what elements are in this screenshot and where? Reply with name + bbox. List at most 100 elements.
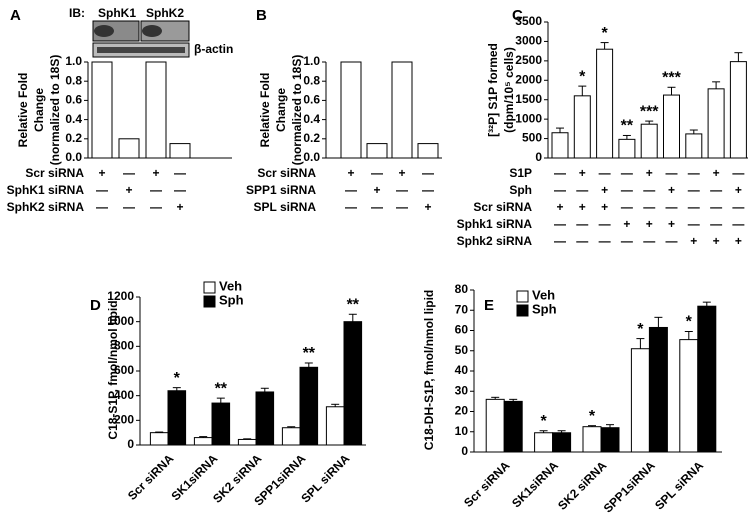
condition-sign: — <box>666 166 678 180</box>
y-tick-label: 0.8 <box>303 73 320 87</box>
x-tick-label: SPL siRNA <box>298 451 352 505</box>
condition-label: SphK1 siRNA <box>7 183 85 197</box>
significance: ** <box>347 296 360 313</box>
y-tick-label: 600 <box>114 363 134 377</box>
condition-sign: + <box>601 183 608 197</box>
bar <box>596 48 614 159</box>
condition-sign: — <box>621 200 633 214</box>
legend-swatch <box>203 295 216 308</box>
condition-sign: — <box>599 217 611 231</box>
condition-sign: — <box>345 183 357 197</box>
bar <box>237 438 257 446</box>
condition-sign: — <box>150 200 162 214</box>
condition-sign: — <box>554 166 566 180</box>
condition-sign: — <box>96 183 108 197</box>
condition-sign: + <box>579 200 586 214</box>
significance: *** <box>640 103 659 120</box>
condition-label: Scr siRNA <box>473 200 532 214</box>
condition-sign: + <box>152 166 159 180</box>
condition-label: SPP1 siRNA <box>246 183 316 197</box>
condition-label: Sphk1 siRNA <box>457 217 533 231</box>
significance: * <box>174 370 181 387</box>
condition-sign: + <box>735 234 742 248</box>
bar <box>255 391 275 446</box>
condition-sign: — <box>710 200 722 214</box>
bar <box>169 143 191 159</box>
panel-label: E <box>484 297 494 314</box>
legend-label: Veh <box>532 287 555 302</box>
y-tick-label: 1.0 <box>65 54 82 68</box>
y-axis-label: Change <box>32 88 46 132</box>
bar <box>391 61 413 159</box>
y-tick-label: 800 <box>114 339 134 353</box>
bar <box>630 348 650 453</box>
condition-sign: — <box>123 166 135 180</box>
significance: *** <box>662 69 681 86</box>
y-axis-label: C18-DH-S1P, fmol/nmol lipid <box>422 290 436 450</box>
condition-sign: — <box>621 183 633 197</box>
condition-sign: + <box>668 217 675 231</box>
y-tick-label: 0.4 <box>65 112 82 126</box>
condition-sign: + <box>735 183 742 197</box>
bar <box>366 143 388 159</box>
blot-lane: SphK2 <box>146 6 184 20</box>
y-tick-label: 40 <box>455 363 469 377</box>
y-tick-label: 400 <box>114 388 134 402</box>
condition-sign: — <box>710 183 722 197</box>
condition-label: Sph <box>509 183 532 197</box>
condition-sign: + <box>125 183 132 197</box>
condition-sign: — <box>576 183 588 197</box>
condition-sign: + <box>373 183 380 197</box>
y-tick-label: 500 <box>522 131 542 145</box>
condition-sign: — <box>123 200 135 214</box>
condition-sign: — <box>174 183 186 197</box>
x-tick-label: SPL siRNA <box>652 458 706 512</box>
legend-label: Veh <box>219 278 242 293</box>
condition-sign: — <box>174 166 186 180</box>
panel-label: C <box>512 7 523 24</box>
y-tick-label: 30 <box>455 383 469 397</box>
y-axis-label: [³²P] S1P formed <box>486 43 500 137</box>
y-axis-label: Change <box>274 88 288 132</box>
condition-sign: + <box>601 200 608 214</box>
condition-sign: — <box>554 183 566 197</box>
significance: * <box>589 408 596 425</box>
y-tick-label: 0.4 <box>303 112 320 126</box>
y-axis-label: (normalized to 18S) <box>290 55 304 166</box>
bar <box>325 406 345 446</box>
bar <box>340 61 362 159</box>
y-tick-label: 3500 <box>515 14 542 28</box>
condition-sign: — <box>371 166 383 180</box>
bar <box>663 94 680 159</box>
bar <box>573 95 591 159</box>
condition-sign: + <box>668 183 675 197</box>
condition-sign: — <box>150 183 162 197</box>
bar <box>281 427 301 446</box>
condition-label: Scr siRNA <box>25 166 84 180</box>
x-tick-label: SK1siRNA <box>509 458 561 510</box>
condition-sign: + <box>556 200 563 214</box>
panel-label: B <box>256 7 267 24</box>
bar <box>697 305 717 453</box>
condition-sign: — <box>599 166 611 180</box>
y-tick-label: 0.6 <box>65 93 82 107</box>
condition-sign: — <box>422 166 434 180</box>
bar <box>679 339 699 453</box>
x-tick-label: SPP1siRNA <box>601 458 658 515</box>
condition-sign: — <box>396 200 408 214</box>
y-tick-label: 1000 <box>107 314 134 328</box>
condition-label: SPL siRNA <box>254 200 317 214</box>
bar <box>118 138 140 159</box>
condition-sign: + <box>623 217 630 231</box>
condition-sign: — <box>643 200 655 214</box>
blot-prefix: IB: <box>69 6 85 20</box>
y-axis-label: Relative Fold <box>258 73 272 148</box>
condition-label: SphK2 siRNA <box>7 200 85 214</box>
condition-sign: — <box>710 217 722 231</box>
condition-sign: + <box>424 200 431 214</box>
blot-loading: β-actin <box>194 42 233 56</box>
condition-sign: — <box>554 217 566 231</box>
significance: ** <box>215 380 228 397</box>
bar <box>485 398 505 453</box>
